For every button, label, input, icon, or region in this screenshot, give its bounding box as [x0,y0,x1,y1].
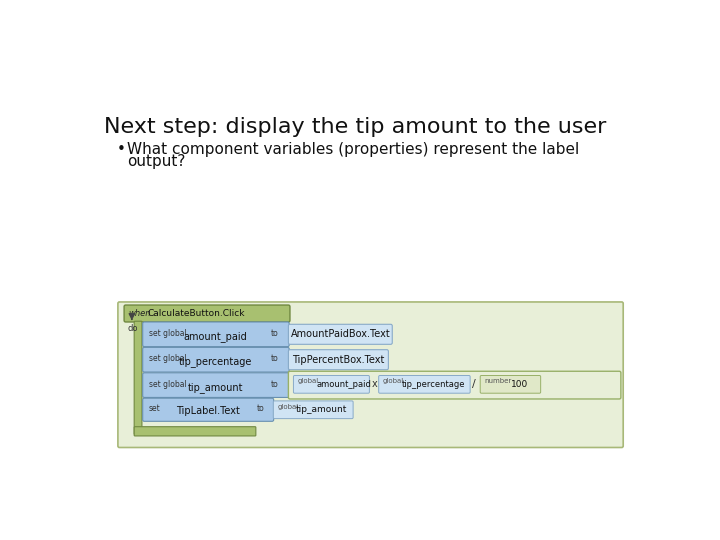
Text: tip_percentage: tip_percentage [179,356,252,368]
Text: set global: set global [149,354,186,363]
FancyBboxPatch shape [379,375,470,393]
Text: x: x [372,379,377,389]
Text: global: global [383,379,404,384]
Text: to: to [271,380,279,389]
Text: set global: set global [149,329,186,338]
FancyBboxPatch shape [134,427,256,436]
FancyBboxPatch shape [143,373,289,397]
Text: set: set [149,404,161,414]
Text: do: do [128,323,138,333]
Text: tip_amount: tip_amount [296,405,348,414]
Text: when: when [129,309,151,318]
Text: global: global [297,379,319,384]
Text: number: number [485,379,512,384]
FancyBboxPatch shape [289,325,392,345]
Text: CalculateButton.Click: CalculateButton.Click [148,309,245,318]
Text: to: to [271,354,279,363]
FancyBboxPatch shape [143,398,274,421]
FancyBboxPatch shape [124,305,290,322]
FancyBboxPatch shape [143,347,289,372]
FancyBboxPatch shape [480,375,541,393]
Text: output?: output? [127,154,186,169]
Text: What component variables (properties) represent the label: What component variables (properties) re… [127,142,580,157]
FancyBboxPatch shape [294,375,369,393]
Text: •: • [117,142,126,157]
FancyBboxPatch shape [134,321,142,434]
Text: TipPercentBox.Text: TipPercentBox.Text [292,355,384,365]
Text: tip_amount: tip_amount [188,382,243,393]
Text: 100: 100 [510,380,528,389]
FancyBboxPatch shape [118,302,624,448]
Text: to: to [271,329,279,338]
Text: amount_paid: amount_paid [184,331,248,342]
Text: set global: set global [149,380,186,389]
FancyBboxPatch shape [289,372,621,399]
Text: Next step: display the tip amount to the user: Next step: display the tip amount to the… [104,117,606,137]
Text: to: to [256,404,264,414]
Text: /: / [472,379,476,389]
Text: global: global [277,404,299,410]
FancyBboxPatch shape [289,350,388,370]
FancyBboxPatch shape [143,322,289,347]
Text: TipLabel.Text: TipLabel.Text [176,406,240,416]
Text: AmountPaidBox.Text: AmountPaidBox.Text [290,329,390,339]
Text: tip_percentage: tip_percentage [402,380,465,389]
FancyBboxPatch shape [274,401,353,418]
Text: amount_paid: amount_paid [316,380,372,389]
